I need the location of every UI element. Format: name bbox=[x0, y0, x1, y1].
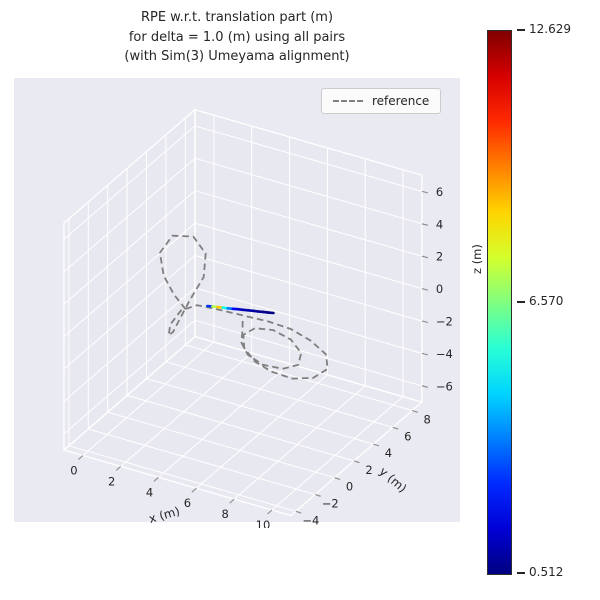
y-tick-mark bbox=[412, 409, 418, 413]
y-tick-label: −2 bbox=[322, 497, 339, 511]
gridline bbox=[194, 319, 423, 387]
x-tick-label: 8 bbox=[222, 507, 229, 521]
gridline bbox=[63, 319, 196, 435]
y-tick-label: 4 bbox=[385, 446, 392, 460]
colorbar-min-label: 0.512 bbox=[529, 565, 564, 579]
z-tick-label: −2 bbox=[436, 315, 453, 329]
gridline bbox=[126, 394, 355, 462]
gridline bbox=[120, 352, 253, 467]
z-tick-label: 0 bbox=[436, 282, 443, 296]
legend: reference bbox=[321, 88, 442, 114]
y-tick-mark bbox=[392, 426, 399, 430]
gridline bbox=[158, 363, 290, 478]
y-tick-label: −4 bbox=[302, 513, 319, 527]
colorbar-max-label: 12.629 bbox=[529, 22, 571, 36]
reference-trajectory bbox=[159, 234, 329, 380]
y-tick-label: 8 bbox=[424, 413, 431, 427]
x-tick-mark bbox=[191, 487, 197, 493]
gridline bbox=[146, 378, 374, 445]
gridline bbox=[107, 411, 335, 479]
x-tick-label: 6 bbox=[184, 496, 191, 510]
x-tick-mark bbox=[78, 455, 84, 460]
y-tick-mark bbox=[353, 460, 360, 464]
gridline bbox=[233, 385, 366, 500]
colorbar-gradient bbox=[487, 30, 512, 575]
y-tick-label: 6 bbox=[404, 429, 411, 443]
pane-floor bbox=[64, 336, 422, 516]
z-tick-label: −4 bbox=[436, 347, 453, 361]
x-tick-label: 2 bbox=[108, 474, 115, 488]
plot-title-line-3: (with Sim(3) Umeyama alignment) bbox=[124, 49, 350, 64]
legend-reference-label: reference bbox=[372, 94, 430, 108]
z-tick-mark bbox=[421, 320, 429, 324]
gridline bbox=[165, 361, 393, 428]
gridline bbox=[194, 255, 423, 322]
plot-title-line-2: for delta = 1.0 (m) using all pairs bbox=[128, 29, 346, 45]
x-tick-mark bbox=[229, 498, 235, 504]
gridline bbox=[88, 428, 316, 495]
y-tick-label: 2 bbox=[365, 463, 372, 477]
gridline bbox=[63, 255, 196, 370]
x-tick-label: 0 bbox=[70, 464, 77, 478]
x-tick-mark bbox=[267, 509, 273, 515]
x-tick-label: 10 bbox=[256, 518, 271, 528]
x-tick-mark bbox=[115, 465, 122, 471]
gridline bbox=[271, 396, 404, 511]
gridline bbox=[194, 287, 423, 354]
y-tick-mark bbox=[334, 477, 341, 481]
plot-title: RPE w.r.t. translation part (m) for delt… bbox=[0, 8, 474, 67]
z-tick-mark bbox=[421, 190, 429, 194]
gridline bbox=[63, 157, 196, 273]
legend-dashed-line-icon bbox=[333, 100, 363, 102]
z-tick-mark bbox=[421, 223, 429, 226]
gridline bbox=[82, 341, 215, 456]
gridline bbox=[63, 287, 196, 402]
gridline bbox=[194, 125, 423, 192]
colorbar-min-tick bbox=[517, 572, 525, 574]
gridline bbox=[196, 374, 328, 489]
gridline bbox=[194, 157, 423, 225]
z-tick-mark bbox=[421, 385, 429, 388]
gridline bbox=[185, 344, 413, 411]
z-tick-label: 6 bbox=[436, 185, 443, 199]
colorbar-max-tick bbox=[517, 29, 525, 31]
gridline bbox=[63, 125, 196, 240]
plot-title-line-1: RPE w.r.t. translation part (m) bbox=[140, 10, 334, 25]
z-tick-label: 2 bbox=[436, 250, 443, 264]
z-tick-mark bbox=[421, 352, 429, 356]
y-tick-label: 0 bbox=[346, 480, 353, 494]
y-tick-mark bbox=[295, 510, 302, 514]
gridline bbox=[63, 190, 196, 305]
z-axis-label: z (m) bbox=[470, 244, 484, 274]
colorbar-mid-label: 6.570 bbox=[529, 294, 564, 308]
x-tick-label: 4 bbox=[146, 485, 153, 499]
y-tick-mark bbox=[373, 443, 380, 447]
y-tick-mark bbox=[315, 493, 321, 497]
gridline bbox=[194, 190, 423, 257]
z-tick-mark bbox=[421, 288, 429, 291]
pane-back-wall-edge bbox=[194, 108, 423, 403]
gridline bbox=[194, 222, 423, 290]
colorbar-mid-tick bbox=[517, 301, 525, 303]
z-tick-label: 4 bbox=[436, 217, 443, 231]
gridline bbox=[63, 222, 196, 337]
gridline bbox=[68, 445, 296, 512]
x-tick-mark bbox=[153, 476, 159, 482]
z-tick-mark bbox=[421, 255, 429, 259]
z-tick-label: −6 bbox=[436, 379, 453, 393]
